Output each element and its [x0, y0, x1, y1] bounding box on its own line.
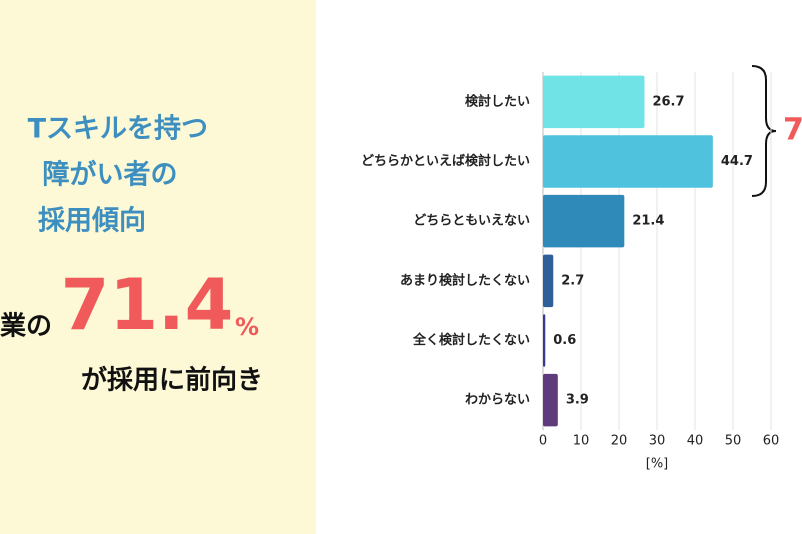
- suffix: が採用に前向き: [81, 365, 263, 396]
- x-tick-label: 0: [539, 434, 547, 449]
- bar: [543, 314, 546, 367]
- value-label: 0.6: [553, 333, 576, 348]
- x-tick-label: 60: [763, 434, 780, 449]
- title-line: 障がい者の: [43, 159, 178, 191]
- category-label: 検討したい: [465, 93, 530, 109]
- title-line: 採用傾向: [38, 205, 146, 237]
- category-label: どちらかといえば検討したい: [361, 153, 530, 169]
- prefix: 業の: [0, 312, 52, 342]
- value-label: 44.7: [721, 154, 753, 169]
- bracket: [751, 65, 777, 197]
- bar: [543, 135, 713, 188]
- value-label: 2.7: [561, 273, 584, 288]
- annotation: 7: [783, 113, 802, 148]
- x-tick-label: 40: [687, 434, 704, 449]
- left-panel: [0, 0, 316, 534]
- x-tick-label: 20: [611, 434, 628, 449]
- category-label: どちらともいえない: [413, 214, 530, 229]
- title-line: Tスキルを持つ: [28, 114, 208, 145]
- category-label: 全く検討したくない: [412, 332, 530, 348]
- x-tick-label: 50: [725, 434, 742, 449]
- bar: [543, 373, 558, 427]
- unit: %: [235, 313, 259, 341]
- highlight: 71.4: [61, 264, 234, 346]
- x-tick-label: 10: [573, 434, 590, 449]
- value-label: 21.4: [632, 214, 664, 229]
- x-tick-label: 30: [649, 434, 666, 449]
- category-label: あまり検討したくない: [400, 272, 530, 288]
- value-label: 3.9: [566, 393, 589, 408]
- value-label: 26.7: [652, 94, 684, 109]
- bar: [543, 75, 645, 129]
- bar: [543, 254, 554, 308]
- bar: [543, 194, 625, 248]
- x-axis-label: [%]: [646, 457, 669, 472]
- category-label: わからない: [465, 393, 530, 408]
